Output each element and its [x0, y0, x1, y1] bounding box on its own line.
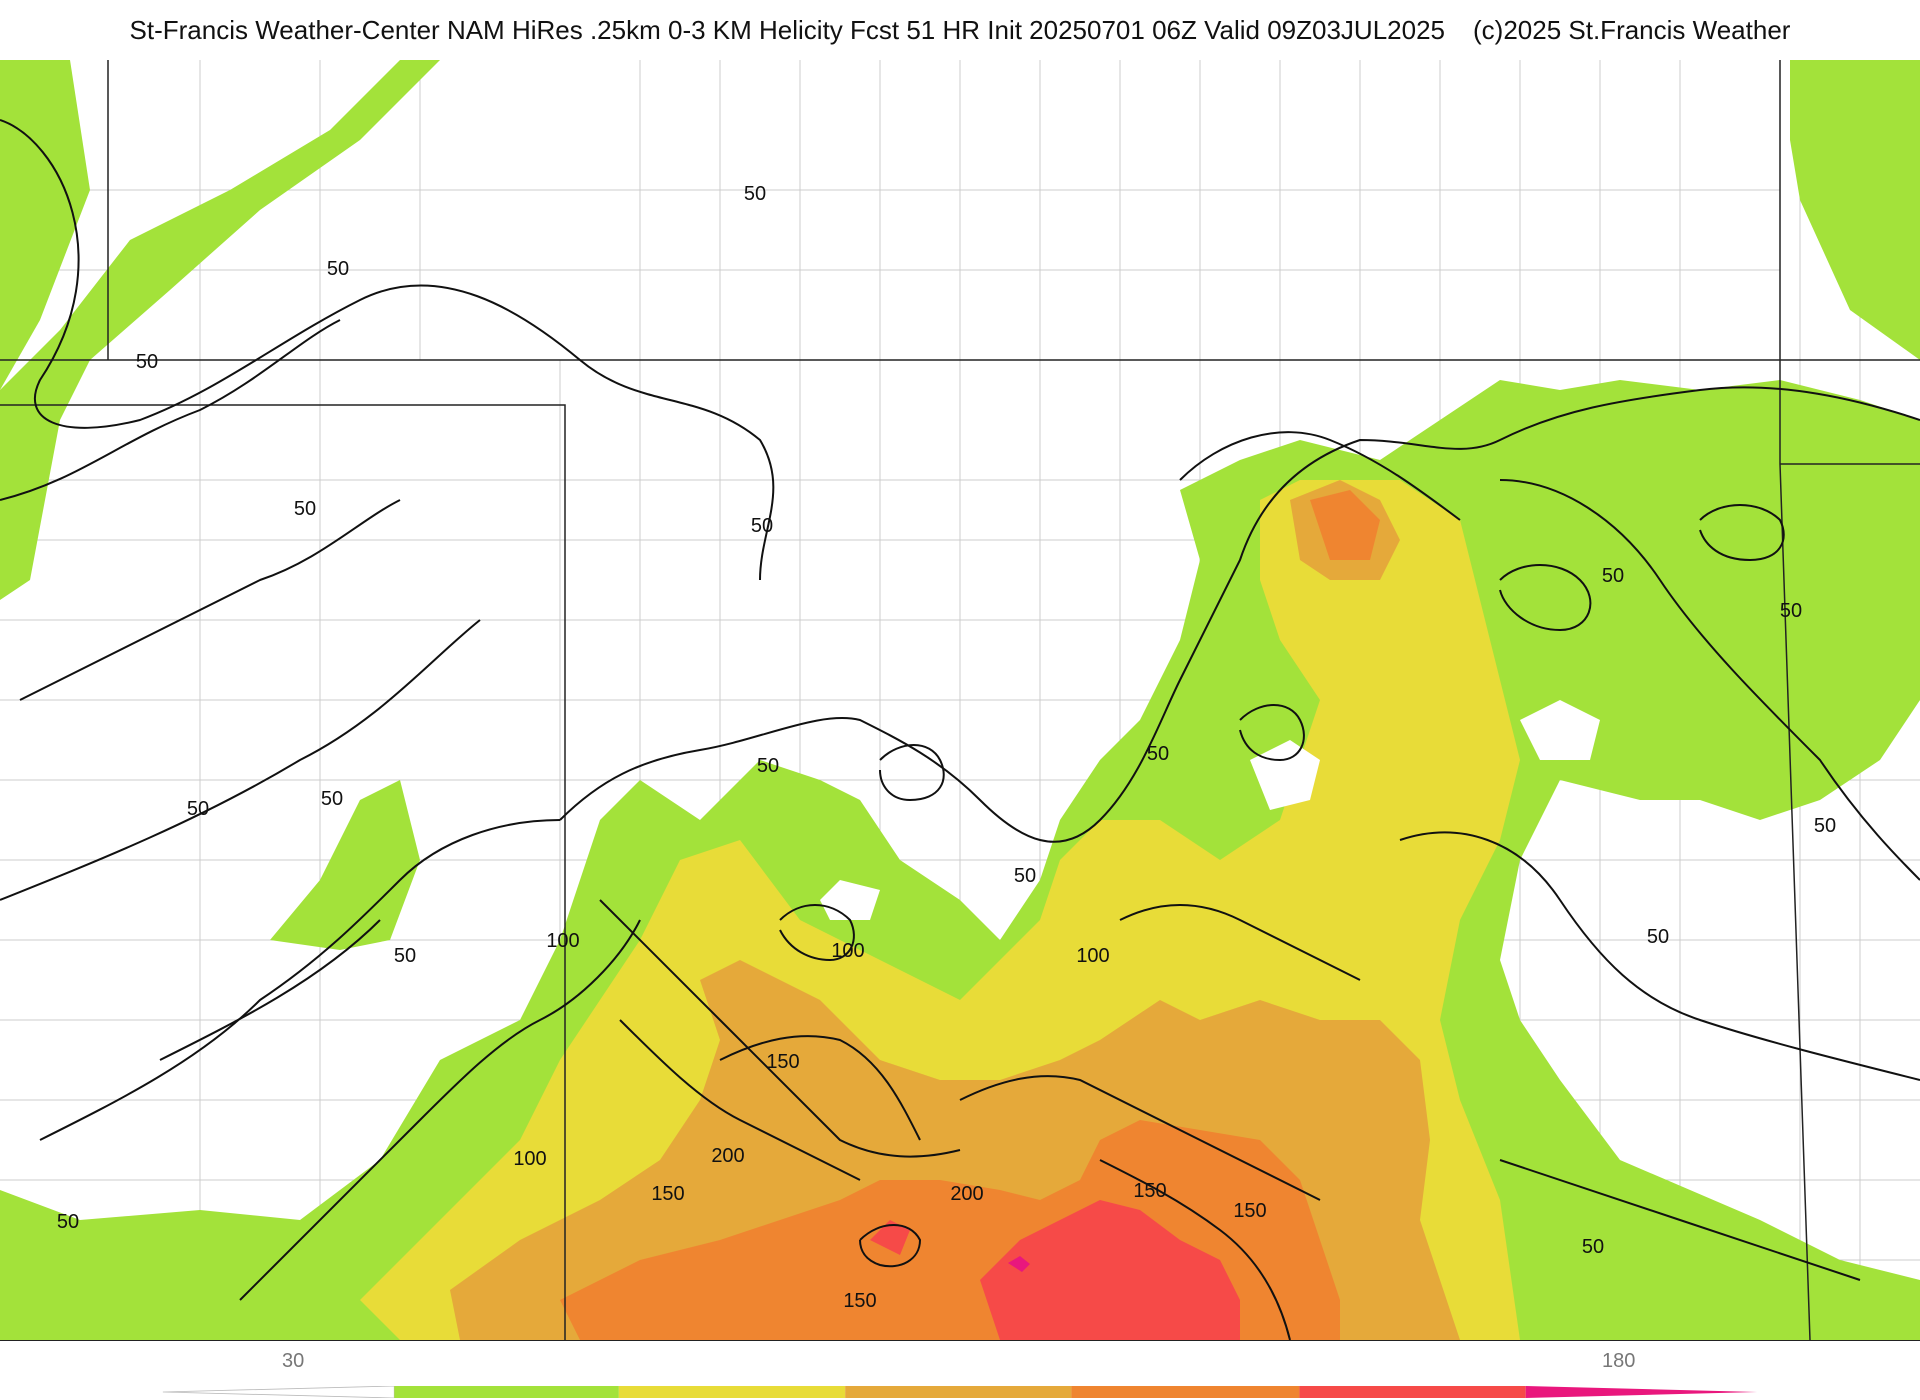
- contour-label: 50: [1780, 600, 1802, 622]
- state-boundaries: [0, 60, 1920, 1340]
- legend-swatch-orange: [1071, 1386, 1300, 1398]
- contour-label: 50: [294, 498, 316, 520]
- contour-label-group: 50 50 50 50 50 50 50 50 50 50 50 50 50 5…: [57, 183, 1836, 1312]
- contour-label: 50: [394, 945, 416, 967]
- contour-label: 100: [1076, 945, 1109, 967]
- helicity-shading: [0, 60, 1920, 1340]
- contour-label: 200: [950, 1183, 983, 1205]
- helicity-contours: [0, 119, 1920, 1340]
- contour-label: 50: [321, 788, 343, 810]
- contour-label: 150: [651, 1183, 684, 1205]
- legend-swatch-yellow: [618, 1386, 846, 1398]
- map-title: St-Francis Weather-Center NAM HiRes .25k…: [129, 14, 1446, 45]
- legend-swatch-green: [394, 1386, 619, 1398]
- legend-swatch-light-orange: [845, 1386, 1072, 1398]
- legend-swatch-magenta: [1525, 1386, 1758, 1398]
- contour-label: 200: [711, 1145, 744, 1167]
- legend-swatch-white: [162, 1386, 395, 1398]
- contour-label: 50: [327, 258, 349, 280]
- legend-swatch-red: [1299, 1386, 1526, 1398]
- contour-label: 50: [744, 183, 766, 205]
- contour-label: 50: [1582, 1236, 1604, 1258]
- helicity-map: 50 50 50 50 50 50 50 50 50 50 50 50 50 5…: [0, 60, 1920, 1341]
- contour-label: 150: [1133, 1180, 1166, 1202]
- contour-label: 50: [187, 798, 209, 820]
- copyright-notice: (c)2025 St.Francis Weather: [1473, 14, 1791, 45]
- contour-label: 150: [766, 1051, 799, 1073]
- legend-tick-label: 180: [1602, 1350, 1636, 1372]
- contour-label: 50: [136, 351, 158, 373]
- contour-label: 100: [546, 930, 579, 952]
- contour-label: 100: [831, 940, 864, 962]
- map-canvas: 50 50 50 50 50 50 50 50 50 50 50 50 50 5…: [0, 60, 1920, 1340]
- contour-label: 100: [513, 1148, 546, 1170]
- legend-color-bar: [162, 1386, 1758, 1398]
- contour-label: 150: [843, 1290, 876, 1312]
- contour-label: 50: [757, 755, 779, 777]
- contour-label: 150: [1233, 1200, 1266, 1222]
- contour-label: 50: [751, 515, 773, 537]
- contour-label: 50: [1147, 743, 1169, 765]
- contour-label: 50: [1814, 815, 1836, 837]
- contour-label: 50: [1602, 565, 1624, 587]
- map-title-bar: St-Francis Weather-Center NAM HiRes .25k…: [0, 0, 1920, 60]
- contour-label: 50: [57, 1211, 79, 1233]
- contour-label: 50: [1014, 865, 1036, 887]
- contour-label: 50: [1647, 926, 1669, 948]
- color-legend: 30 180: [0, 1340, 1920, 1400]
- legend-tick-label: 30: [282, 1350, 305, 1372]
